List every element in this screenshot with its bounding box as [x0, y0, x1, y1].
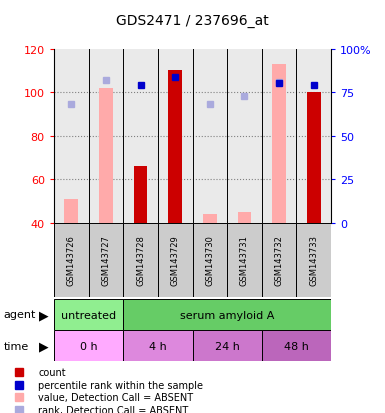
Bar: [123, 223, 158, 297]
Bar: [192, 223, 227, 297]
Bar: [54, 223, 89, 297]
Text: GSM143731: GSM143731: [240, 235, 249, 285]
Text: 0 h: 0 h: [80, 341, 97, 351]
Bar: [89, 50, 123, 223]
Text: GSM143727: GSM143727: [101, 235, 110, 285]
Bar: [123, 299, 331, 330]
Bar: [54, 330, 123, 361]
Bar: [89, 223, 123, 297]
Text: 4 h: 4 h: [149, 341, 167, 351]
Bar: [123, 330, 192, 361]
Bar: [54, 50, 89, 223]
Text: GSM143726: GSM143726: [67, 235, 76, 285]
Bar: [272, 65, 286, 223]
Bar: [192, 330, 262, 361]
Text: GSM143732: GSM143732: [275, 235, 284, 285]
Text: agent: agent: [4, 310, 36, 320]
Text: 24 h: 24 h: [215, 341, 239, 351]
Bar: [158, 223, 192, 297]
Text: GSM143729: GSM143729: [171, 235, 180, 285]
Text: value, Detection Call = ABSENT: value, Detection Call = ABSENT: [38, 392, 193, 402]
Bar: [203, 214, 217, 223]
Text: GDS2471 / 237696_at: GDS2471 / 237696_at: [116, 14, 269, 28]
Bar: [123, 50, 158, 223]
Bar: [307, 93, 321, 223]
Text: GSM143730: GSM143730: [205, 235, 214, 285]
Text: percentile rank within the sample: percentile rank within the sample: [38, 380, 203, 390]
Bar: [296, 223, 331, 297]
Text: serum amyloid A: serum amyloid A: [180, 310, 275, 320]
Bar: [262, 330, 331, 361]
Bar: [262, 223, 296, 297]
Text: time: time: [4, 341, 29, 351]
Text: ▶: ▶: [39, 339, 49, 352]
Bar: [227, 50, 262, 223]
Bar: [99, 89, 113, 223]
Text: ▶: ▶: [39, 308, 49, 321]
Bar: [227, 223, 262, 297]
Text: GSM143728: GSM143728: [136, 235, 145, 285]
Text: GSM143733: GSM143733: [309, 235, 318, 286]
Text: rank, Detection Call = ABSENT: rank, Detection Call = ABSENT: [38, 405, 188, 413]
Text: 48 h: 48 h: [284, 341, 309, 351]
Bar: [262, 50, 296, 223]
Bar: [64, 199, 78, 223]
Bar: [168, 71, 182, 223]
Bar: [296, 50, 331, 223]
Text: count: count: [38, 368, 66, 377]
Bar: [134, 167, 147, 223]
Bar: [192, 50, 227, 223]
Bar: [54, 299, 123, 330]
Bar: [238, 212, 251, 223]
Bar: [158, 50, 192, 223]
Text: untreated: untreated: [61, 310, 116, 320]
